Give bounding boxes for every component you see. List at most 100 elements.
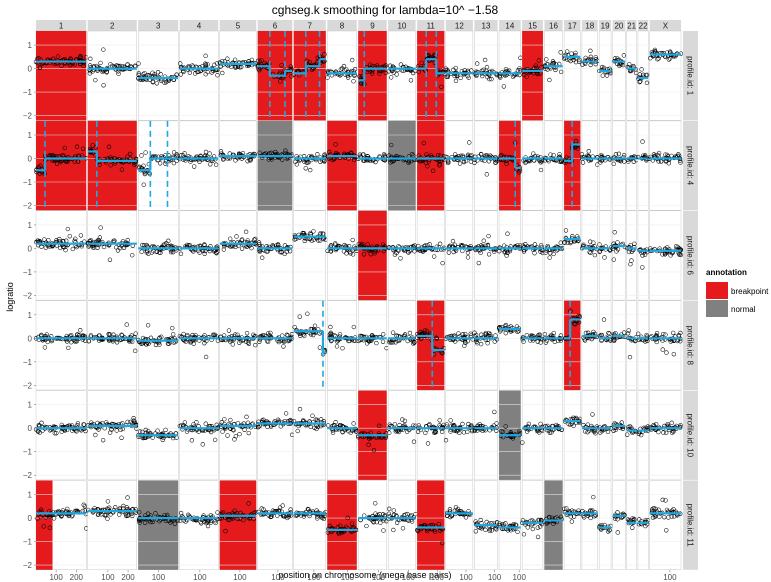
data-point xyxy=(640,139,645,144)
data-point xyxy=(392,252,398,257)
data-point xyxy=(660,252,665,257)
data-point xyxy=(457,161,463,166)
data-point xyxy=(150,70,155,75)
data-point xyxy=(65,226,71,232)
data-point xyxy=(561,240,567,245)
data-point xyxy=(425,164,430,169)
y-tick-label: 0 xyxy=(28,65,33,74)
data-point xyxy=(598,160,603,165)
data-point xyxy=(564,155,569,160)
data-point xyxy=(640,253,645,258)
data-point xyxy=(322,52,327,57)
data-point xyxy=(221,247,227,252)
data-point xyxy=(157,250,162,255)
data-point xyxy=(57,236,62,242)
panel-bg-19 xyxy=(598,390,612,481)
strip-label-chrom-2: 2 xyxy=(110,22,115,31)
annotation-breakpoint-11 xyxy=(417,120,445,211)
data-point xyxy=(544,57,549,62)
data-point xyxy=(377,71,382,76)
data-point xyxy=(372,251,377,256)
panel-bg-6 xyxy=(257,390,293,481)
y-tick-label: −1 xyxy=(23,358,33,367)
strip-label-chrom-18: 18 xyxy=(585,22,594,31)
data-point xyxy=(406,160,411,166)
data-point xyxy=(472,160,477,165)
data-point xyxy=(207,151,212,156)
data-point xyxy=(203,149,209,155)
panel-bg-13 xyxy=(474,390,498,481)
data-point xyxy=(78,233,84,238)
data-point xyxy=(563,228,569,233)
panel-bg-22 xyxy=(637,30,649,121)
data-point xyxy=(203,62,209,67)
data-point xyxy=(627,62,632,67)
data-point xyxy=(551,153,556,158)
data-point xyxy=(616,151,622,156)
data-point xyxy=(631,159,636,164)
panel-bg-2 xyxy=(87,30,137,121)
panel-bg-10 xyxy=(387,300,416,391)
panel-bg-13 xyxy=(474,210,498,301)
data-point xyxy=(65,159,70,164)
data-point xyxy=(368,251,373,257)
panel-bg-1 xyxy=(35,210,87,301)
data-point xyxy=(360,152,366,157)
panel-bg-7 xyxy=(293,120,326,211)
data-point xyxy=(351,79,356,84)
data-point xyxy=(419,60,424,66)
strip-label-chrom-21: 21 xyxy=(627,22,636,31)
data-point xyxy=(288,64,294,69)
strip-chrom-10 xyxy=(388,20,416,31)
panel-bg-18 xyxy=(581,30,598,121)
strip-label-chrom-7: 7 xyxy=(308,22,313,31)
data-point xyxy=(479,152,484,157)
profile-row-2: −2 −1 0 1 profile.id: 6 xyxy=(23,210,698,301)
data-point xyxy=(98,225,103,230)
data-point xyxy=(37,171,42,176)
data-point xyxy=(389,75,394,80)
panel-bg-15 xyxy=(521,390,544,481)
y-tick-label: −1 xyxy=(23,178,33,187)
data-point xyxy=(90,245,96,250)
data-point xyxy=(521,249,527,254)
panel-bg-2 xyxy=(87,480,137,571)
strip-chrom-22 xyxy=(637,20,649,31)
strip-label-chrom-6: 6 xyxy=(273,22,278,31)
data-point xyxy=(368,62,373,67)
panel-bg-20 xyxy=(612,390,626,481)
data-point xyxy=(157,161,163,166)
strip-label-chrom-22: 22 xyxy=(639,22,648,31)
data-point xyxy=(300,230,305,236)
data-point xyxy=(461,159,467,165)
data-point xyxy=(289,74,294,79)
data-point xyxy=(437,162,442,167)
data-point xyxy=(63,247,68,253)
data-point xyxy=(72,159,77,164)
annotation-breakpoint-1 xyxy=(36,480,53,570)
data-point xyxy=(141,72,146,77)
data-point xyxy=(37,65,42,71)
data-point xyxy=(106,144,112,150)
data-point xyxy=(427,242,432,247)
panel-bg-10 xyxy=(387,30,416,121)
data-point xyxy=(283,148,288,153)
profile-row-0: −2 −1 0 1 profile.id: 1 xyxy=(23,30,698,121)
profile-row-1: −2 −1 0 1 profile.id: 4 xyxy=(23,120,698,211)
data-point xyxy=(141,243,147,248)
y-tick-label: −1 xyxy=(23,268,33,277)
panel-bg-21 xyxy=(626,390,637,481)
panel-bg-10 xyxy=(387,210,416,301)
data-point xyxy=(628,262,633,267)
data-point xyxy=(644,80,650,86)
annotation-breakpoint-9 xyxy=(358,31,387,121)
panel-bg-8 xyxy=(327,210,357,301)
data-point xyxy=(203,61,208,66)
panel-bg-9 xyxy=(358,300,387,391)
y-tick-label: −2 xyxy=(23,291,33,300)
data-point xyxy=(565,49,570,54)
panel-bg-16 xyxy=(544,120,563,211)
data-point xyxy=(380,242,386,247)
panel-bg-17 xyxy=(563,210,581,301)
